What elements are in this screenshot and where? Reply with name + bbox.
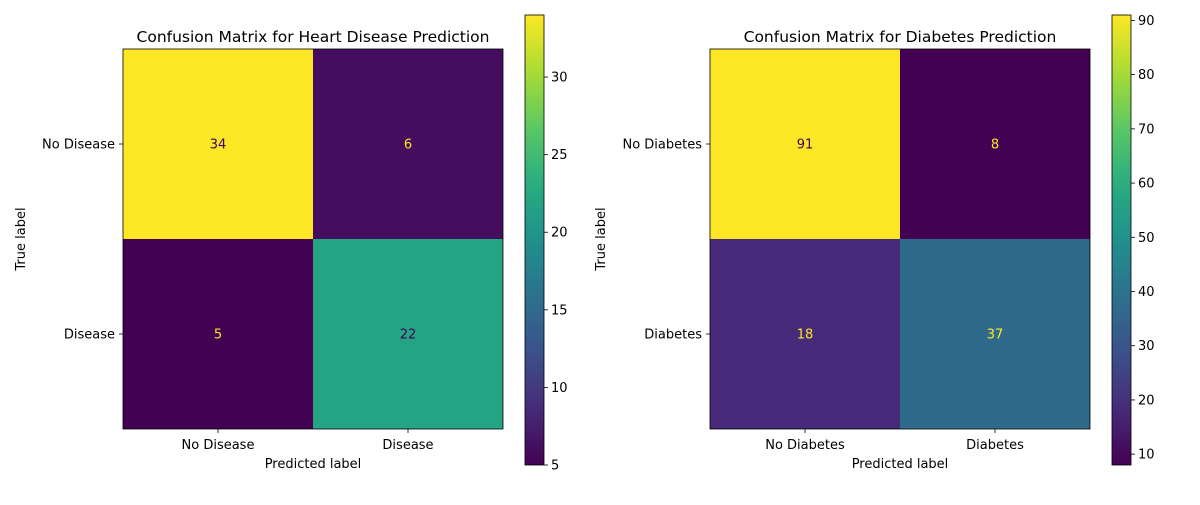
matrix-cell: [900, 239, 1090, 429]
colorbar-tick-label: 80: [1138, 68, 1155, 83]
x-tick-label: No Diabetes: [765, 438, 845, 453]
colorbar-tick-label: 30: [551, 71, 568, 86]
y-axis-label: True label: [594, 207, 609, 271]
cell-value-label: 5: [214, 328, 222, 343]
colorbar-tick-label: 50: [1138, 231, 1155, 246]
cell-value-label: 37: [987, 328, 1004, 343]
colorbar-tick-label: 20: [1138, 393, 1155, 408]
cell-value-label: 6: [404, 138, 412, 153]
x-axis-label: Predicted label: [265, 457, 362, 472]
chart-title: Confusion Matrix for Diabetes Prediction: [744, 28, 1057, 46]
cell-value-label: 22: [400, 328, 417, 343]
y-tick-label: No Disease: [42, 138, 115, 153]
axes-frame: [709, 48, 1091, 430]
colorbar-tick-label: 40: [1138, 285, 1155, 300]
y-tick-label: No Diabetes: [622, 138, 702, 153]
colorbar-tick-label: 60: [1138, 177, 1155, 192]
cell-value-label: 91: [797, 138, 814, 153]
matrix-cell: [123, 49, 313, 239]
x-tick-label: Diabetes: [966, 438, 1024, 453]
colorbar: [1111, 14, 1132, 466]
matrix-cell: [123, 239, 313, 429]
matrix-cell: [710, 239, 900, 429]
colorbar-tick-label: 25: [551, 148, 568, 163]
chart-title: Confusion Matrix for Heart Disease Predi…: [137, 28, 490, 46]
colorbar-tick-label: 10: [551, 381, 568, 396]
colorbar-tick-label: 90: [1138, 14, 1155, 29]
cell-value-label: 18: [797, 328, 814, 343]
colorbar-tick-label: 5: [551, 459, 559, 474]
matrix-cell: [900, 49, 1090, 239]
colorbar-tick-label: 70: [1138, 122, 1155, 137]
y-axis-label: True label: [14, 207, 29, 271]
colorbar: [524, 14, 545, 466]
matrix-cell: [313, 239, 503, 429]
colorbar-tick-label: 10: [1138, 448, 1155, 463]
diabetes-confusion-matrix: 91 8 18 37 No Diabetes Diabetes No Diabetes Dia…: [594, 14, 1155, 472]
y-tick-label: Diabetes: [644, 328, 702, 343]
x-axis-label: Predicted label: [852, 457, 949, 472]
axes-frame: [122, 48, 504, 430]
heart-disease-confusion-matrix: 34 6 5 22 No Disease Disease No Disease Disease…: [14, 14, 568, 474]
matrix-cell: [710, 49, 900, 239]
y-tick-label: Disease: [64, 328, 115, 343]
colorbar-tick-label: 20: [551, 226, 568, 241]
colorbar-tick-label: 15: [551, 303, 568, 318]
cell-value-label: 34: [210, 138, 227, 153]
colorbar-tick-label: 30: [1138, 339, 1155, 354]
x-tick-label: Disease: [382, 438, 433, 453]
cell-value-label: 8: [991, 138, 999, 153]
matrix-cell: [313, 49, 503, 239]
x-tick-label: No Disease: [182, 438, 255, 453]
